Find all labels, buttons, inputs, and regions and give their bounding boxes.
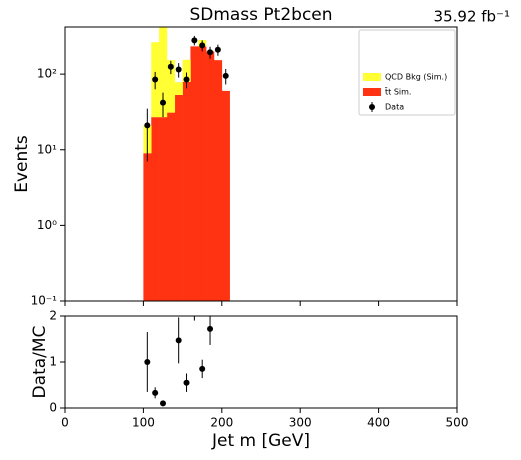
ratio-plot bbox=[144, 304, 214, 407]
data-point bbox=[183, 76, 190, 83]
legend bbox=[358, 29, 456, 116]
y-tick-label: 10⁰ bbox=[37, 218, 57, 232]
data-point bbox=[160, 99, 166, 106]
legend-swatch bbox=[363, 73, 381, 81]
main-plot bbox=[143, 27, 230, 301]
ratio-point bbox=[191, 304, 197, 310]
x-tick-label: 200 bbox=[210, 416, 233, 430]
data-point bbox=[191, 37, 198, 44]
histogram-bar bbox=[174, 94, 183, 301]
legend-label: t̄t Sim. bbox=[384, 86, 411, 96]
histogram-bar bbox=[182, 59, 191, 82]
ratio-y-axis-label: Data/MC bbox=[30, 326, 50, 399]
histogram-bar bbox=[206, 51, 215, 301]
ratio-point bbox=[160, 400, 166, 407]
histogram-bar bbox=[166, 112, 176, 301]
x-tick-label: 400 bbox=[367, 416, 390, 430]
ratio-y-tick-label: 2 bbox=[49, 309, 57, 323]
main-frame bbox=[64, 26, 458, 302]
data-point bbox=[214, 46, 221, 53]
ratio-point bbox=[152, 389, 159, 396]
ratio-point bbox=[175, 337, 182, 344]
ratio-frame bbox=[64, 315, 458, 409]
legend-swatch bbox=[363, 88, 381, 96]
histogram-bar bbox=[151, 117, 160, 301]
histogram-bar bbox=[166, 60, 176, 113]
ratio-point bbox=[199, 365, 206, 372]
histogram-bar bbox=[190, 46, 199, 301]
y-tick-label: 10¹ bbox=[37, 142, 57, 156]
y-tick-label: 10⁻¹ bbox=[31, 294, 58, 308]
data-point bbox=[222, 72, 229, 79]
data-point bbox=[199, 42, 206, 49]
data-point bbox=[152, 76, 159, 83]
x-tick-label: 500 bbox=[446, 416, 469, 430]
data-point bbox=[144, 122, 151, 129]
x-tick-label: 300 bbox=[289, 416, 312, 430]
legend-label: QCD Bkg (Sim.) bbox=[385, 73, 447, 82]
histogram-bar bbox=[182, 81, 191, 301]
legend-label: Data bbox=[385, 103, 404, 112]
data-point bbox=[167, 63, 174, 70]
lumi-label: 35.92 fb⁻¹ bbox=[434, 8, 510, 26]
histogram-bar bbox=[174, 82, 183, 95]
axes: 10⁻¹ 10⁰ 10¹ 10² 0 1 2 0 100 200 300 400 500 bbox=[31, 67, 469, 430]
data-point bbox=[207, 49, 214, 56]
ratio-point bbox=[183, 379, 190, 386]
histogram-bar bbox=[159, 27, 168, 118]
chart-title: SDmass Pt2bcen bbox=[189, 5, 332, 25]
y-axis-label: Events bbox=[12, 135, 32, 193]
ratio-y-tick-label: 0 bbox=[49, 401, 57, 415]
ratio-point bbox=[144, 359, 151, 365]
histogram-bar bbox=[198, 46, 207, 301]
ratio-y-tick-label: 1 bbox=[49, 355, 57, 369]
ratio-point bbox=[207, 325, 214, 332]
y-tick-label: 10² bbox=[37, 67, 57, 81]
x-tick-label: 0 bbox=[61, 416, 69, 430]
x-tick-label: 100 bbox=[132, 416, 155, 430]
histogram-bar bbox=[221, 90, 230, 301]
histogram-bar bbox=[159, 117, 168, 301]
legend-marker bbox=[369, 104, 375, 110]
histogram-bar bbox=[143, 153, 152, 301]
x-axis-label: Jet m [GeV] bbox=[211, 431, 310, 451]
histogram-bar bbox=[213, 60, 223, 301]
data-point bbox=[175, 66, 182, 73]
